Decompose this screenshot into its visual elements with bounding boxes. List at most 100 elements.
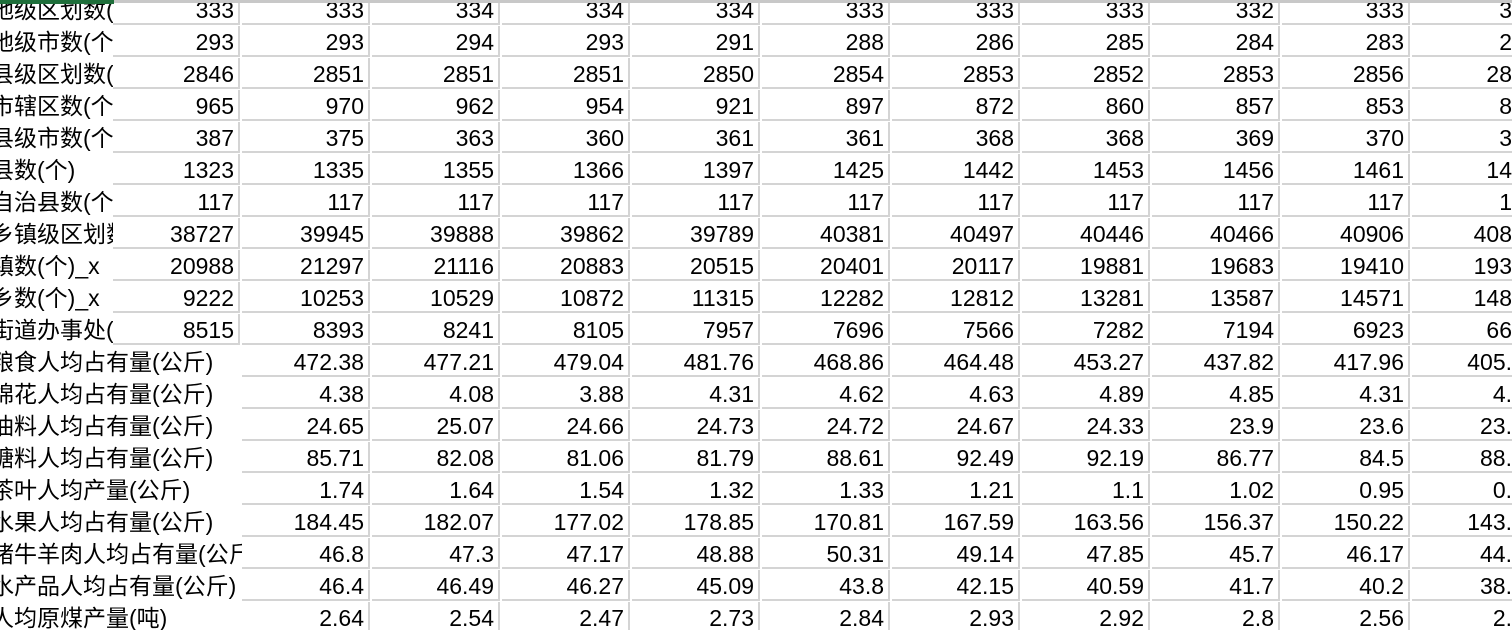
table-cell[interactable]: 8 [1412, 90, 1512, 121]
table-cell[interactable]: 24.65 [242, 410, 370, 441]
table-cell[interactable]: 117 [762, 186, 890, 217]
table-cell[interactable]: 285 [1022, 26, 1150, 57]
table-cell[interactable]: 40446 [1022, 218, 1150, 249]
table-cell[interactable]: 38. [1412, 570, 1512, 601]
table-cell[interactable]: 49.14 [892, 538, 1020, 569]
table-cell[interactable]: 2.64 [242, 602, 370, 630]
table-cell[interactable]: 177.02 [502, 506, 630, 537]
table-cell[interactable]: 897 [762, 90, 890, 121]
table-cell[interactable]: 117 [502, 186, 630, 217]
table-cell[interactable]: 333 [1022, 0, 1150, 25]
table-cell[interactable]: 1323 [113, 154, 240, 185]
table-cell[interactable]: 45.7 [1152, 538, 1280, 569]
table-cell[interactable]: 8105 [502, 314, 630, 345]
table-cell[interactable]: 872 [892, 90, 1020, 121]
table-cell[interactable]: 14571 [1282, 282, 1410, 313]
table-cell[interactable]: 193 [1412, 250, 1512, 281]
table-cell[interactable]: 46.8 [242, 538, 370, 569]
table-cell[interactable]: 46.4 [242, 570, 370, 601]
table-cell[interactable]: 369 [1152, 122, 1280, 153]
table-cell[interactable]: 437.82 [1152, 346, 1280, 377]
table-cell[interactable]: 4.31 [1282, 378, 1410, 409]
table-cell[interactable]: 45.09 [632, 570, 760, 601]
table-cell[interactable]: 39789 [632, 218, 760, 249]
table-cell[interactable]: 2.8 [1152, 602, 1280, 630]
table-cell[interactable]: 2.84 [762, 602, 890, 630]
table-cell[interactable]: 333 [762, 0, 890, 25]
table-cell[interactable]: 294 [372, 26, 500, 57]
table-cell[interactable]: 13281 [1022, 282, 1150, 313]
table-cell[interactable]: 21297 [242, 250, 370, 281]
table-cell[interactable]: 1.02 [1152, 474, 1280, 505]
table-cell[interactable]: 39888 [372, 218, 500, 249]
table-cell[interactable]: 47.85 [1022, 538, 1150, 569]
table-cell[interactable]: 1456 [1152, 154, 1280, 185]
table-cell[interactable]: 85.71 [242, 442, 370, 473]
table-cell[interactable]: 117 [892, 186, 1020, 217]
table-cell[interactable]: 24.33 [1022, 410, 1150, 441]
table-cell[interactable]: 1355 [372, 154, 500, 185]
table-cell[interactable]: 333 [1282, 0, 1410, 25]
table-cell[interactable]: 10872 [502, 282, 630, 313]
table-cell[interactable]: 20515 [632, 250, 760, 281]
table-cell[interactable]: 291 [632, 26, 760, 57]
table-cell[interactable]: 1335 [242, 154, 370, 185]
table-cell[interactable]: 7566 [892, 314, 1020, 345]
table-cell[interactable]: 3.88 [502, 378, 630, 409]
table-cell[interactable]: 66 [1412, 314, 1512, 345]
table-cell[interactable]: 962 [372, 90, 500, 121]
table-cell[interactable]: 417.96 [1282, 346, 1410, 377]
table-cell[interactable]: 39945 [242, 218, 370, 249]
table-cell[interactable]: 1.1 [1022, 474, 1150, 505]
table-cell[interactable]: 368 [1022, 122, 1150, 153]
table-cell[interactable]: 1.64 [372, 474, 500, 505]
table-cell[interactable]: 0.95 [1282, 474, 1410, 505]
table-cell[interactable]: 2846 [113, 58, 240, 89]
table-cell[interactable]: 481.76 [632, 346, 760, 377]
table-cell[interactable]: 170.81 [762, 506, 890, 537]
table-cell[interactable]: 48.88 [632, 538, 760, 569]
table-cell[interactable]: 857 [1152, 90, 1280, 121]
table-cell[interactable]: 40906 [1282, 218, 1410, 249]
table-cell[interactable]: 334 [372, 0, 500, 25]
table-cell[interactable]: 387 [113, 122, 240, 153]
table-cell[interactable]: 1.74 [242, 474, 370, 505]
table-cell[interactable]: 150.22 [1282, 506, 1410, 537]
table-cell[interactable]: 4.85 [1152, 378, 1280, 409]
table-cell[interactable]: 4.89 [1022, 378, 1150, 409]
table-cell[interactable]: 117 [1022, 186, 1150, 217]
table-cell[interactable]: 408 [1412, 218, 1512, 249]
table-cell[interactable]: 472.38 [242, 346, 370, 377]
table-cell[interactable]: 4. [1412, 378, 1512, 409]
row-label[interactable]: 乡镇级区划数 [0, 218, 113, 250]
table-cell[interactable]: 117 [372, 186, 500, 217]
table-cell[interactable]: 3 [1412, 0, 1512, 25]
table-cell[interactable]: 2.56 [1282, 602, 1410, 630]
row-label[interactable]: 糖料人均占有量(公斤) [0, 442, 242, 474]
table-cell[interactable]: 1 [1412, 186, 1512, 217]
table-cell[interactable]: 921 [632, 90, 760, 121]
table-cell[interactable]: 92.49 [892, 442, 1020, 473]
table-cell[interactable]: 293 [113, 26, 240, 57]
row-label[interactable]: 水果人均占有量(公斤) [0, 506, 242, 538]
table-cell[interactable]: 4.08 [372, 378, 500, 409]
table-cell[interactable]: 19410 [1282, 250, 1410, 281]
table-cell[interactable]: 333 [242, 0, 370, 25]
table-cell[interactable]: 117 [632, 186, 760, 217]
table-cell[interactable]: 4.63 [892, 378, 1020, 409]
table-cell[interactable]: 7282 [1022, 314, 1150, 345]
table-cell[interactable]: 20117 [892, 250, 1020, 281]
table-cell[interactable]: 2851 [502, 58, 630, 89]
table-cell[interactable]: 39862 [502, 218, 630, 249]
table-cell[interactable]: 333 [113, 0, 240, 25]
table-cell[interactable]: 88. [1412, 442, 1512, 473]
table-cell[interactable]: 4.62 [762, 378, 890, 409]
table-cell[interactable]: 334 [502, 0, 630, 25]
table-cell[interactable]: 14 [1412, 154, 1512, 185]
table-cell[interactable]: 38727 [113, 218, 240, 249]
table-cell[interactable]: 23.6 [1282, 410, 1410, 441]
table-cell[interactable]: 86.77 [1152, 442, 1280, 473]
table-cell[interactable]: 143. [1412, 506, 1512, 537]
table-cell[interactable]: 10529 [372, 282, 500, 313]
table-cell[interactable]: 479.04 [502, 346, 630, 377]
